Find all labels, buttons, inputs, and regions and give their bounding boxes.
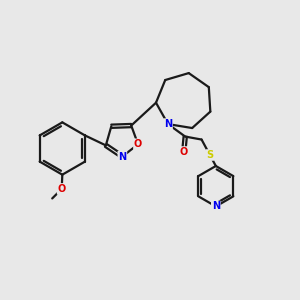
Text: S: S — [206, 150, 214, 160]
Text: N: N — [118, 152, 126, 161]
Text: O: O — [180, 147, 188, 157]
Text: N: N — [164, 119, 172, 129]
Text: O: O — [134, 139, 142, 149]
Text: O: O — [58, 184, 66, 194]
Text: N: N — [212, 201, 220, 212]
